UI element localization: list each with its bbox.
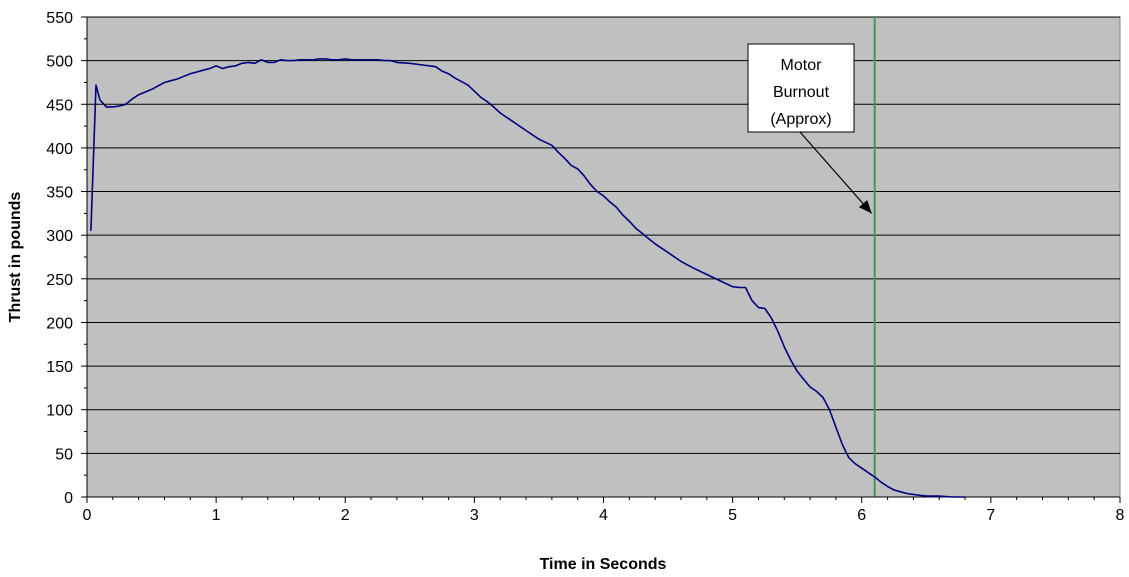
y-tick-label: 300 — [46, 228, 73, 245]
ticks: 0 1 2 3 4 5 6 7 8 0 50 100 150 200 250 300 350 400 450 500 5… — [46, 10, 1124, 524]
y-tick-label: 200 — [46, 315, 73, 332]
x-tick-label: 4 — [599, 507, 608, 524]
series-group — [90, 58, 965, 498]
y-tick-label: 50 — [55, 446, 73, 463]
x-tick-label: 0 — [83, 507, 92, 524]
y-tick-label: 550 — [46, 10, 73, 27]
annotation-line-1: Motor — [781, 57, 823, 74]
series-line-thrust — [90, 58, 965, 498]
y-tick-label: 450 — [46, 97, 73, 114]
y-tick-label: 250 — [46, 272, 73, 289]
annotation-arrow-line — [799, 131, 873, 214]
annotation: Motor Burnout (Approx) — [747, 43, 873, 214]
y-tick-label: 350 — [46, 185, 73, 202]
y-tick-label: 100 — [46, 403, 73, 420]
x-tick-label: 1 — [212, 507, 221, 524]
annotation-line-2: Burnout — [773, 84, 830, 101]
x-tick-label: 7 — [986, 507, 995, 524]
y-tick-label: 400 — [46, 141, 73, 158]
annotation-arrowhead — [858, 200, 872, 214]
x-tick-label: 2 — [341, 507, 350, 524]
x-tick-label: 6 — [857, 507, 866, 524]
annotation-line-3: (Approx) — [770, 111, 831, 128]
x-axis-title: Time in Seconds — [540, 556, 667, 573]
plot-area — [86, 16, 1121, 498]
annotation-box — [747, 43, 855, 133]
y-tick-label: 0 — [64, 490, 73, 507]
x-tick-label: 3 — [470, 507, 479, 524]
x-tick-label: 8 — [1116, 507, 1125, 524]
y-axis-title: Thrust in pounds — [7, 192, 24, 323]
grid-lines — [87, 16, 1120, 454]
x-tick-label: 5 — [728, 507, 737, 524]
y-tick-label: 500 — [46, 54, 73, 71]
y-tick-label: 150 — [46, 359, 73, 376]
